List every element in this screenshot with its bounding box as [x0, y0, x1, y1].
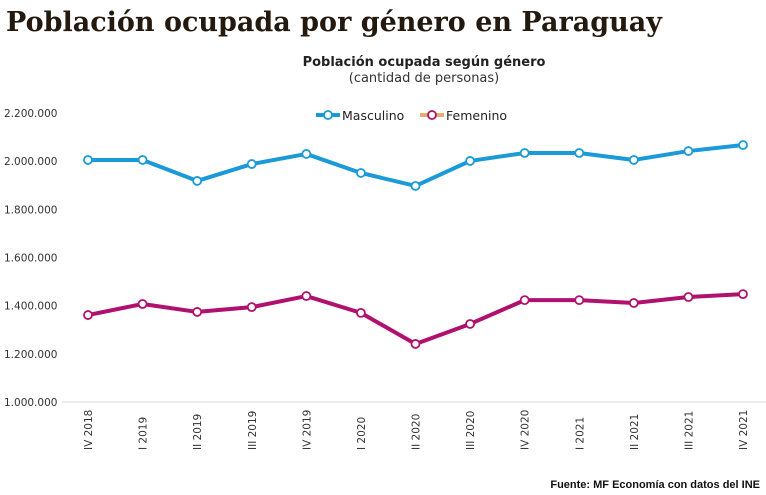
- data-point: [356, 307, 366, 318]
- data-point: [246, 159, 257, 169]
- data-point: [137, 155, 148, 165]
- x-tick-label: II 2020: [411, 414, 423, 450]
- data-point: [356, 168, 366, 178]
- data-point: [574, 148, 585, 158]
- main-title: Población ocupada por género en Paraguay: [6, 7, 663, 38]
- chart-subtitle: (cantidad de personas): [349, 71, 500, 86]
- y-tick-label: 1.400.000: [4, 301, 57, 313]
- x-tick-label: IV 2021: [738, 410, 750, 450]
- legend: Masculino Femenino: [316, 108, 507, 123]
- data-point: [192, 307, 203, 317]
- data-point: [628, 298, 639, 308]
- x-tick-label: III 2021: [683, 411, 695, 450]
- data-point: [301, 291, 312, 301]
- data-point: [683, 292, 694, 302]
- series-masculino: [83, 140, 748, 191]
- x-tick-label: IV 2020: [520, 410, 532, 450]
- x-tick-label: I 2019: [138, 417, 150, 450]
- series-line: [87, 292, 744, 346]
- data-point: [519, 295, 530, 306]
- data-point: [192, 176, 203, 186]
- x-tick-label: II 2019: [192, 414, 204, 450]
- x-axis: IV 2018 I 2019 II 2019 III 2019 IV 2019 I 202…: [83, 410, 750, 450]
- y-tick-label: 2.000.000: [4, 156, 57, 168]
- data-point: [410, 339, 421, 349]
- y-tick-label: 1.600.000: [4, 253, 57, 265]
- data-point: [519, 148, 530, 158]
- x-tick-label: III 2019: [247, 411, 259, 450]
- x-tick-label: II 2021: [629, 414, 641, 450]
- x-tick-label: IV 2018: [83, 410, 95, 450]
- source-note: Fuente: MF Economía con datos del INE: [550, 479, 760, 491]
- data-point: [628, 155, 639, 165]
- legend-item-masculino: Masculino: [316, 108, 404, 123]
- legend-label: Masculino: [342, 108, 404, 123]
- y-axis: 1.000.000 1.200.000 1.400.000 1.600.000 1.80…: [4, 108, 57, 409]
- y-tick-label: 1.000.000: [4, 397, 57, 409]
- data-point: [683, 146, 694, 156]
- data-point: [574, 295, 585, 306]
- legend-item-femenino: Femenino: [420, 108, 507, 123]
- plot-area: [83, 140, 748, 349]
- legend-marker-icon: [427, 110, 437, 120]
- data-point: [465, 319, 475, 329]
- y-tick-label: 1.200.000: [4, 349, 57, 361]
- data-point: [738, 289, 748, 300]
- data-point: [83, 155, 93, 165]
- series-line: [88, 143, 744, 188]
- x-tick-label: III 2020: [465, 411, 477, 450]
- legend-label: Femenino: [446, 108, 507, 123]
- data-point: [738, 140, 748, 150]
- data-point: [246, 302, 257, 313]
- x-tick-label: I 2020: [356, 417, 368, 450]
- data-point: [465, 156, 475, 166]
- x-tick-label: IV 2019: [301, 410, 313, 450]
- x-tick-label: I 2021: [574, 417, 586, 450]
- data-point: [301, 149, 312, 159]
- data-point: [83, 310, 93, 320]
- chart-title: Población ocupada según género: [303, 55, 546, 70]
- data-point: [137, 299, 148, 309]
- y-tick-label: 1.800.000: [4, 204, 57, 216]
- series-femenino: [83, 289, 748, 349]
- legend-marker-icon: [323, 110, 333, 120]
- data-point: [410, 181, 421, 191]
- y-tick-label: 2.200.000: [4, 108, 57, 120]
